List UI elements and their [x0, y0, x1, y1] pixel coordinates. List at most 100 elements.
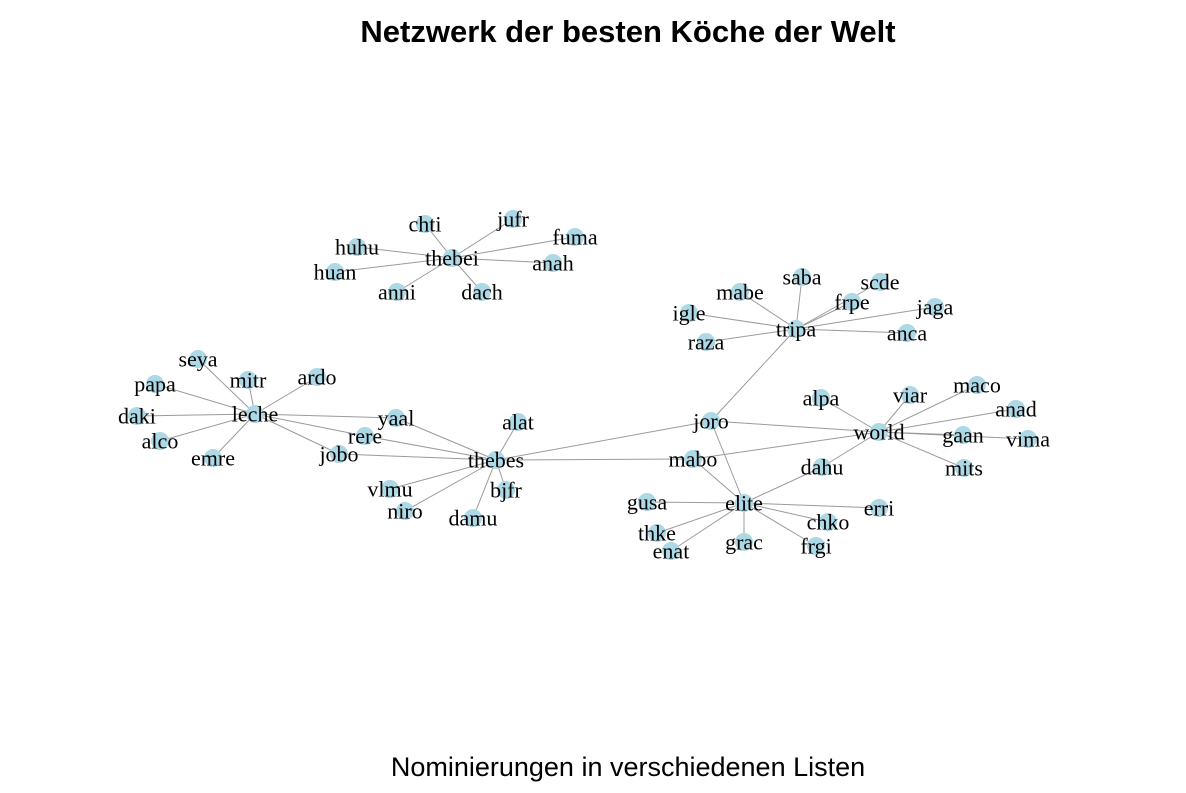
- node-frpe: [843, 293, 861, 311]
- node-world: [870, 423, 888, 441]
- node-label-jaga: jaga: [916, 295, 954, 320]
- node-label-leche: leche: [232, 402, 278, 427]
- node-label-elite: elite: [725, 491, 763, 516]
- edge-thebei-anni: [396, 257, 453, 293]
- node-anni: [388, 283, 406, 301]
- edge-thebes-jobo: [338, 453, 497, 461]
- node-yaal: [387, 409, 405, 427]
- node-label-alat: alat: [502, 410, 534, 435]
- edge-tripa-scde: [795, 281, 881, 330]
- edge-leche-emre: [212, 413, 256, 459]
- node-scde: [871, 273, 889, 291]
- node-daki: [128, 407, 146, 425]
- node-saba: [793, 268, 811, 286]
- node-label-frpe: frpe: [834, 290, 869, 315]
- edge-elite-enat: [670, 502, 745, 552]
- chart-title: Netzwerk der besten Köche der Welt: [360, 14, 896, 49]
- node-label-vlmu: vlmu: [367, 477, 412, 502]
- node-anca: [898, 324, 916, 342]
- edge-thebes-mabo: [495, 458, 694, 461]
- node-damu: [464, 509, 482, 527]
- node-label-niro: niro: [387, 499, 422, 524]
- edge-world-alpa: [820, 397, 880, 433]
- node-label-bjfr: bjfr: [490, 478, 522, 503]
- edge-thebes-yaal: [395, 417, 497, 461]
- node-fuma: [566, 228, 584, 246]
- node-chti: [416, 215, 434, 233]
- node-label-saba: saba: [782, 265, 821, 290]
- edge-joro-tripa: [710, 328, 797, 422]
- node-label-scde: scde: [860, 270, 899, 295]
- edge-leche-daki: [136, 413, 256, 417]
- edge-leche-rere: [254, 413, 366, 437]
- node-label-maco: maco: [953, 373, 1001, 398]
- node-jobo: [330, 445, 348, 463]
- node-gaan: [954, 426, 972, 444]
- node-igle: [680, 304, 698, 322]
- node-ardo: [308, 368, 326, 386]
- node-grac: [735, 533, 753, 551]
- edge-elite-frgi: [743, 502, 817, 547]
- node-label-tripa: tripa: [776, 317, 817, 342]
- edge-thebes-damu: [472, 459, 497, 519]
- node-label-chti: chti: [409, 212, 442, 237]
- node-maco: [968, 376, 986, 394]
- node-label-gusa: gusa: [627, 490, 668, 515]
- node-elite: [735, 494, 753, 512]
- edge-mabo-world: [692, 431, 880, 460]
- node-leche: [246, 405, 264, 423]
- node-thebei: [443, 249, 461, 267]
- node-label-mitr: mitr: [230, 368, 267, 393]
- node-seya: [189, 350, 207, 368]
- edge-leche-jobo: [254, 413, 340, 455]
- node-label-rere: rere: [348, 424, 382, 449]
- node-label-anad: anad: [995, 397, 1037, 422]
- node-tripa: [787, 320, 805, 338]
- edge-leche-papa: [154, 383, 256, 415]
- edge-thebes-rere: [364, 435, 497, 461]
- node-label-alco: alco: [142, 429, 179, 454]
- edge-world-mits: [878, 431, 965, 469]
- edge-tripa-igle: [688, 312, 797, 330]
- node-label-vima: vima: [1006, 427, 1050, 452]
- node-viar: [901, 386, 919, 404]
- node-alat: [509, 413, 527, 431]
- edge-leche-ardo: [254, 376, 318, 415]
- node-mabe: [731, 283, 749, 301]
- edge-elite-gusa: [646, 501, 745, 504]
- node-huan: [326, 263, 344, 281]
- chart-subtitle: Nominierungen in verschiedenen Listen: [390, 752, 866, 782]
- node-vima: [1019, 430, 1037, 448]
- node-papa: [146, 375, 164, 393]
- node-frgi: [807, 537, 825, 555]
- node-thke: [648, 524, 666, 542]
- node-label-papa: papa: [134, 372, 176, 397]
- node-label-mabe: mabe: [716, 280, 764, 305]
- edge-tripa-anca: [795, 328, 908, 334]
- edge-elite-thke: [656, 502, 745, 534]
- node-label-grac: grac: [725, 530, 763, 555]
- node-jufr: [504, 210, 522, 228]
- node-label-fuma: fuma: [552, 225, 597, 250]
- node-raza: [697, 333, 715, 351]
- node-label-joro: joro: [692, 409, 728, 434]
- edge-thebei-huan: [334, 257, 453, 273]
- node-label-damu: damu: [449, 506, 498, 531]
- node-huhu: [348, 238, 366, 256]
- node-label-thebes: thebes: [468, 448, 524, 473]
- node-label-seya: seya: [178, 347, 217, 372]
- node-chko: [819, 513, 837, 531]
- node-label-jufr: jufr: [496, 207, 529, 232]
- node-bjfr: [497, 481, 515, 499]
- edge-world-anad: [878, 408, 1017, 433]
- node-gusa: [638, 493, 656, 511]
- node-label-alpa: alpa: [803, 386, 840, 411]
- node-label-yaal: yaal: [378, 406, 415, 431]
- node-joro: [702, 412, 720, 430]
- node-label-dach: dach: [461, 280, 503, 305]
- node-jaga: [926, 298, 944, 316]
- node-label-dahu: dahu: [801, 455, 844, 480]
- edge-elite-dahu: [743, 466, 823, 504]
